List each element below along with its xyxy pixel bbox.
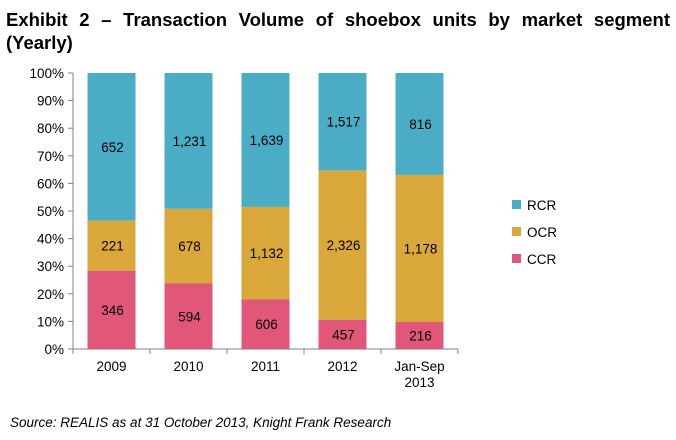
data-label-rcr: 1,517	[327, 115, 361, 130]
legend-swatch-ccr	[512, 254, 521, 263]
bar-rcr	[87, 73, 136, 221]
legend-swatch-rcr	[512, 200, 521, 209]
bar-ccr	[241, 299, 290, 349]
legend-label-rcr: RCR	[527, 198, 556, 213]
x-tick-label: 2010	[173, 359, 203, 374]
data-label-ocr: 678	[178, 239, 201, 254]
data-label-ccr: 346	[101, 303, 124, 318]
x-tick-label: Jan-Sep 2013	[394, 359, 444, 390]
bar-ocr	[318, 170, 367, 320]
y-tick-label: 90%	[37, 94, 64, 109]
bar-ccr	[318, 319, 367, 349]
source-note: Source: REALIS as at 31 October 2013, Kn…	[10, 415, 392, 430]
y-tick-label: 0%	[44, 342, 64, 357]
x-tick-label: 2009	[96, 359, 126, 374]
y-tick-label: 80%	[37, 121, 64, 136]
y-tick-label: 30%	[37, 259, 64, 274]
bar-ocr	[395, 174, 444, 323]
bar-ocr	[87, 220, 136, 271]
data-label-ccr: 457	[332, 327, 355, 342]
bar-ccr	[87, 270, 136, 349]
x-tick-label: 2011	[251, 359, 280, 374]
y-tick-label: 20%	[37, 287, 64, 302]
legend-label-ccr: CCR	[527, 252, 556, 267]
y-tick-label: 10%	[37, 314, 64, 329]
bar-rcr	[395, 73, 444, 175]
data-label-rcr: 1,639	[250, 133, 284, 148]
data-label-ccr: 216	[409, 329, 432, 344]
data-label-ocr: 2,326	[327, 238, 361, 253]
bar-rcr	[318, 73, 367, 171]
y-tick-label: 100%	[29, 66, 64, 81]
data-label-rcr: 1,231	[173, 134, 207, 149]
bar-ocr	[241, 206, 290, 300]
data-label-rcr: 652	[101, 140, 124, 155]
chart-title: Exhibit 2 – Transaction Volume of shoebo…	[6, 9, 670, 53]
legend-label-ocr: OCR	[527, 225, 557, 240]
y-tick-label: 50%	[37, 204, 64, 219]
data-label-ccr: 594	[178, 309, 201, 324]
legend-swatch-ocr	[512, 227, 521, 236]
bar-ccr	[164, 283, 213, 349]
x-tick-label: 2012	[327, 359, 357, 374]
data-label-ocr: 221	[101, 239, 124, 254]
y-tick-label: 40%	[37, 232, 64, 247]
data-label-ocr: 1,132	[250, 246, 284, 261]
bar-rcr	[164, 73, 213, 209]
bar-rcr	[241, 73, 290, 207]
y-tick-label: 60%	[37, 176, 64, 191]
data-label-rcr: 816	[409, 117, 432, 132]
y-tick-label: 70%	[37, 149, 64, 164]
data-label-ocr: 1,178	[404, 241, 438, 256]
data-label-ccr: 606	[255, 317, 278, 332]
bar-ocr	[164, 208, 213, 284]
bar-ccr	[395, 322, 444, 349]
